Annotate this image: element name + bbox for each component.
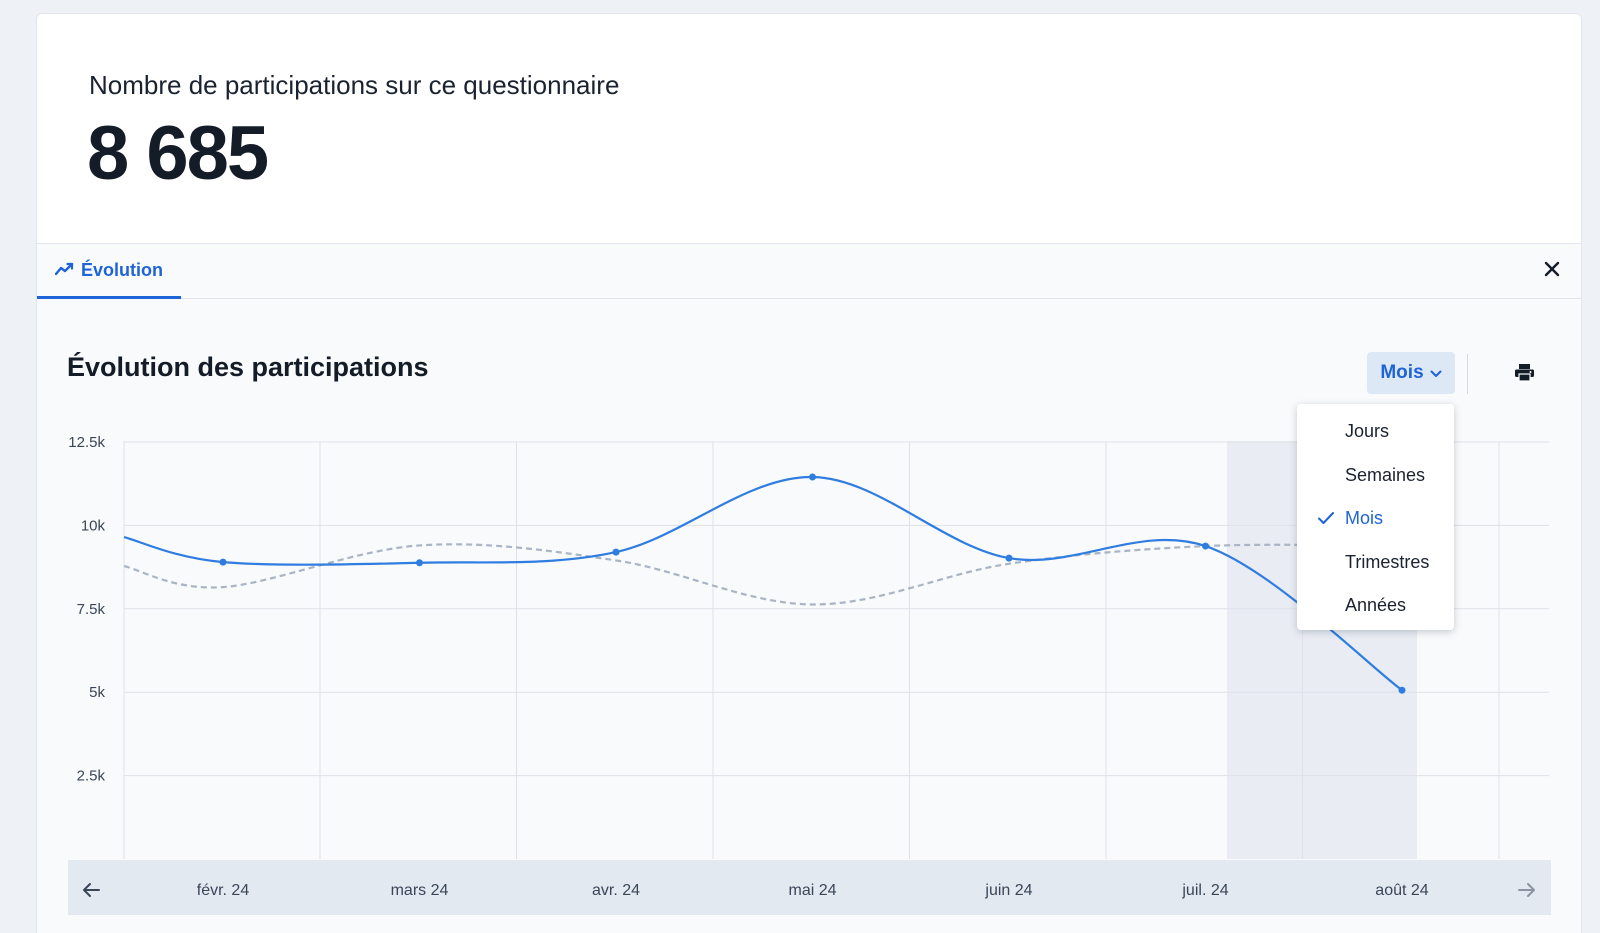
x-tick-label: mars 24 bbox=[391, 882, 449, 899]
check-icon bbox=[1317, 509, 1335, 530]
series-previous-line bbox=[123, 543, 1403, 606]
period-option-trimestres[interactable]: Trimestres bbox=[1297, 541, 1454, 585]
series-layer bbox=[123, 473, 1406, 694]
stat-label: Nombre de participations sur ce question… bbox=[89, 70, 620, 100]
data-point[interactable] bbox=[416, 559, 423, 567]
tab-evolution[interactable]: Évolution bbox=[37, 244, 181, 299]
series-current-line bbox=[123, 475, 1403, 692]
x-tick-label: mai 24 bbox=[788, 882, 836, 899]
toolbar-divider bbox=[1467, 354, 1468, 394]
option-label: Jours bbox=[1345, 421, 1390, 442]
period-option-jours[interactable]: Jours bbox=[1297, 410, 1454, 454]
print-button[interactable] bbox=[1509, 360, 1539, 390]
period-option-semaines[interactable]: Semaines bbox=[1297, 454, 1454, 498]
option-label: Années bbox=[1345, 595, 1407, 616]
x-tick-label: août 24 bbox=[1375, 882, 1428, 899]
period-select-label: Mois bbox=[1380, 362, 1424, 383]
option-label: Mois bbox=[1345, 508, 1384, 529]
arrow-right-icon bbox=[1518, 883, 1535, 897]
trend-line-icon bbox=[54, 260, 74, 281]
x-tick-label: juil. 24 bbox=[1181, 882, 1228, 899]
y-tick-label: 5k bbox=[89, 684, 105, 701]
data-point[interactable] bbox=[1202, 542, 1209, 550]
option-label: Trimestres bbox=[1345, 551, 1430, 572]
data-point[interactable] bbox=[1398, 686, 1406, 694]
close-button[interactable] bbox=[1539, 258, 1565, 284]
stat-value: 8 685 bbox=[87, 111, 269, 196]
timeline-bar bbox=[68, 860, 1551, 915]
y-tick-label: 7.5k bbox=[77, 601, 106, 618]
x-tick-label: févr. 24 bbox=[197, 882, 250, 899]
data-point[interactable] bbox=[219, 558, 227, 566]
chevron-down-icon bbox=[1430, 362, 1442, 384]
y-tick-label: 2.5k bbox=[77, 768, 106, 785]
tab-bar: Évolution bbox=[37, 244, 1581, 299]
arrow-left-icon bbox=[83, 883, 100, 897]
timeline-prev-button[interactable] bbox=[83, 883, 100, 897]
period-dropdown-menu: Jours Semaines Mois Trimestres Années bbox=[1297, 404, 1454, 630]
x-tick-label: avr. 24 bbox=[592, 882, 640, 899]
data-point[interactable] bbox=[1005, 554, 1013, 562]
y-tick-label: 12.5k bbox=[68, 434, 105, 451]
option-label: Semaines bbox=[1345, 464, 1426, 485]
print-icon bbox=[1514, 363, 1535, 387]
period-option-annees[interactable]: Années bbox=[1297, 584, 1454, 628]
data-point[interactable] bbox=[809, 473, 816, 481]
tab-label: Évolution bbox=[81, 259, 163, 280]
y-axis: 12.5k 10k 7.5k 5k 2.5k bbox=[68, 434, 105, 785]
x-tick-label: juin 24 bbox=[984, 882, 1032, 899]
data-point[interactable] bbox=[612, 548, 620, 556]
close-icon bbox=[1544, 261, 1560, 282]
period-option-mois[interactable]: Mois bbox=[1297, 497, 1454, 541]
y-tick-label: 10k bbox=[81, 517, 106, 534]
x-axis: févr. 24 mars 24 avr. 24 mai 24 juin 24 juil.… bbox=[197, 882, 1429, 899]
timeline-next-button[interactable] bbox=[1518, 883, 1535, 897]
period-select-button[interactable]: Mois bbox=[1367, 352, 1455, 394]
chart-title: Évolution des participations bbox=[67, 352, 429, 382]
